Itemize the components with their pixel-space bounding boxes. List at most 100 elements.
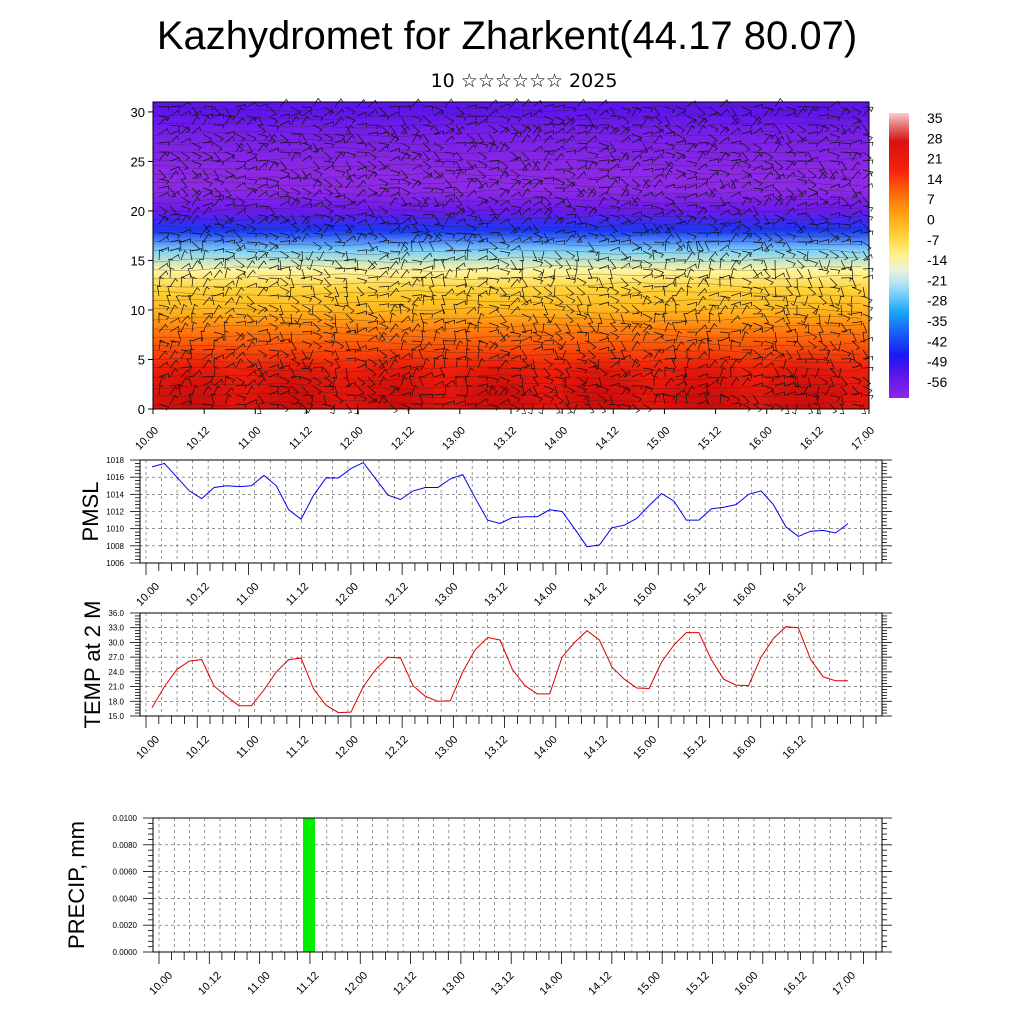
wind-barb: [642, 214, 653, 223]
wind-barb: [675, 151, 686, 160]
wind-barb: [268, 277, 280, 283]
wind-barb: [697, 106, 706, 117]
wind-barb: [246, 142, 253, 153]
wind-barb: [851, 106, 862, 115]
wind-barb: [191, 115, 200, 126]
wind-barb: [851, 340, 861, 350]
x-tick-label: 15.12: [681, 734, 709, 762]
wind-barb: [752, 246, 763, 252]
colorbar-label: -35: [927, 313, 947, 329]
wind-barb: [719, 182, 730, 189]
wind-barb: [235, 160, 247, 166]
wind-barb: [411, 277, 423, 282]
wind-barb: [257, 103, 268, 108]
wind-barb: [719, 152, 729, 162]
wind-barb: [345, 313, 354, 324]
wind-barb: [730, 304, 739, 315]
wind-barb: [191, 196, 201, 207]
wind-barb: [785, 232, 797, 240]
wind-barb: [686, 241, 693, 252]
wind-barb: [499, 169, 509, 180]
wind-barb: [378, 178, 389, 187]
wind-barb: [180, 263, 191, 270]
y-tick-label: 0: [138, 402, 145, 417]
wind-barb: [389, 241, 401, 247]
y-tick-label: 10: [131, 303, 145, 318]
wind-barb: [752, 232, 762, 242]
wind-barb: [477, 106, 489, 112]
wind-barb: [719, 355, 730, 361]
wind-barb: [312, 385, 322, 395]
wind-barb: [488, 322, 500, 330]
wind-barb: [807, 232, 814, 243]
wind-barb: [257, 371, 268, 378]
wind-barb: [169, 129, 180, 135]
wind-barb: [730, 161, 740, 171]
wind-barb: [488, 304, 500, 312]
wind-barb: [807, 107, 817, 117]
wind-barb: [818, 200, 829, 207]
wind-barb: [202, 296, 212, 306]
wind-barb: [565, 106, 577, 112]
wind-barb: [301, 196, 313, 204]
wind-barb: [180, 151, 190, 161]
wind-barb: [455, 340, 464, 351]
wind-barb: [719, 209, 730, 216]
wind-barb: [158, 235, 169, 243]
wind-barb: [488, 385, 498, 395]
wind-barb: [532, 367, 539, 378]
wind-barb: [466, 133, 476, 143]
wind-barb: [466, 189, 477, 198]
wind-barb: [268, 390, 279, 396]
wind-barb: [235, 142, 244, 153]
x-tick-label: 10.00: [134, 734, 162, 762]
wind-barb: [565, 234, 576, 243]
contour-line: [152, 214, 862, 222]
wind-barb: [158, 152, 168, 162]
wind-barb: [565, 115, 575, 125]
wind-barb: [829, 169, 836, 180]
wind-barb: [345, 124, 352, 135]
wind-barb: [609, 373, 620, 379]
wind-barb: [345, 267, 357, 272]
wind-barb: [367, 223, 374, 234]
wind-barb: [422, 196, 431, 207]
wind-barb: [851, 187, 859, 198]
wind-barb: [213, 195, 225, 200]
wind-barb: [444, 400, 455, 405]
wind-barb: [581, 376, 589, 387]
wind-barb: [455, 168, 467, 174]
wind-barb: [752, 286, 764, 293]
wind-barb: [466, 286, 475, 297]
wind-barb: [202, 224, 212, 234]
wind-barb: [609, 304, 620, 313]
wind-barb: [818, 214, 829, 223]
wind-barb: [609, 357, 621, 363]
wind-barb: [323, 385, 335, 391]
wind-barb: [719, 366, 727, 378]
wind-barb: [598, 174, 609, 180]
wind-barb: [543, 331, 554, 340]
wind-barb: [752, 382, 763, 387]
x-tick-label: 12.12: [391, 970, 419, 998]
wind-barb: [840, 322, 848, 333]
wind-barb: [521, 363, 532, 369]
wind-barb: [312, 340, 322, 350]
wind-barb: [499, 313, 507, 324]
wind-barb: [719, 244, 730, 252]
wind-barb: [345, 160, 352, 171]
wind-barb: [158, 169, 167, 180]
wind-barb: [609, 124, 619, 134]
wind-barb: [158, 214, 169, 222]
wind-barb: [741, 181, 752, 189]
wind-barb: [455, 196, 463, 207]
wind-barb: [587, 187, 597, 197]
wind-barb: [543, 115, 554, 124]
wind-barb: [169, 239, 181, 244]
wind-barb: [818, 187, 829, 196]
wind-barb: [697, 278, 707, 288]
wind-barb: [224, 362, 235, 369]
wind-barb: [180, 276, 186, 288]
wind-barb: [510, 226, 521, 234]
wind-barb: [268, 385, 280, 391]
